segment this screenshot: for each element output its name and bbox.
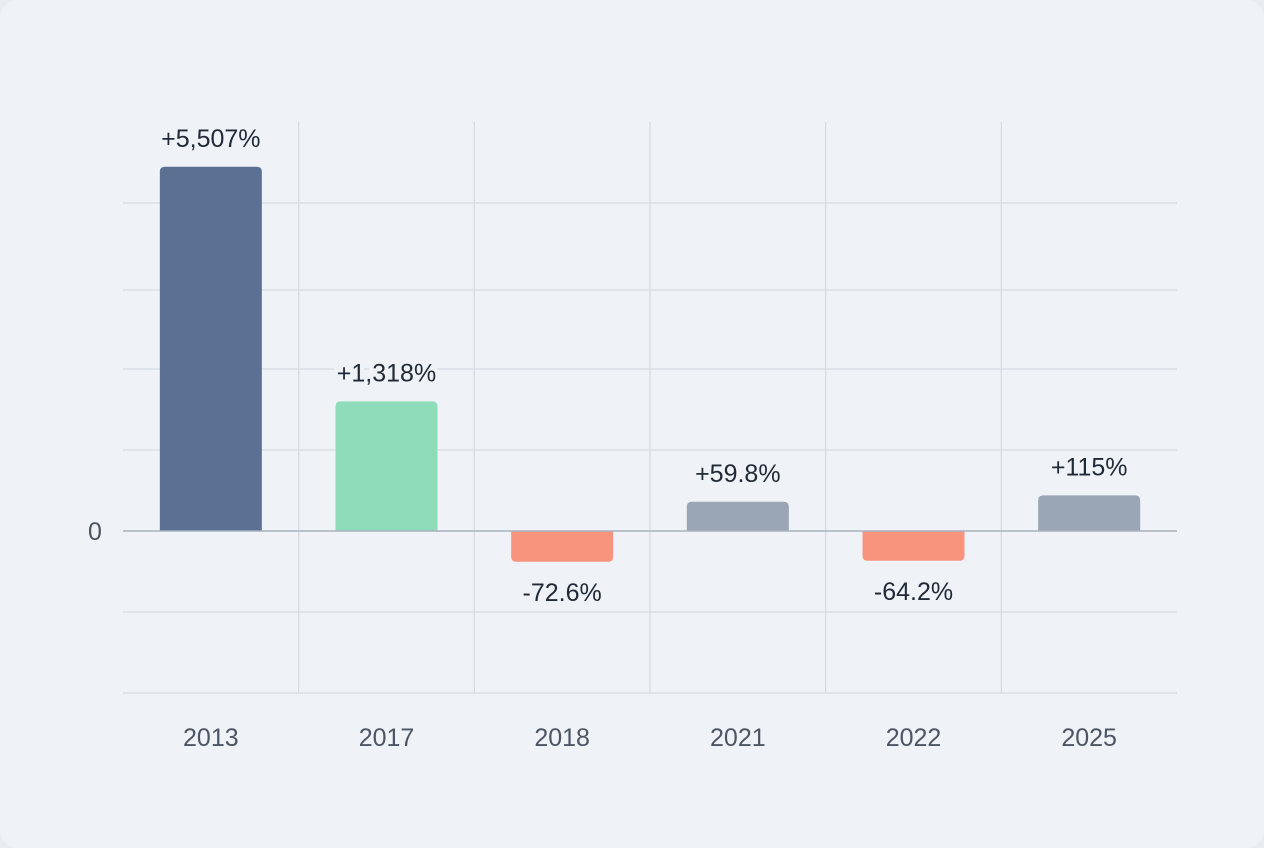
data-label: -64.2% xyxy=(874,578,953,606)
x-tick-label: 2025 xyxy=(1061,724,1117,752)
bar-2013 xyxy=(159,166,262,531)
data-label: -72.6% xyxy=(523,579,602,607)
data-label: +59.8% xyxy=(695,460,781,488)
x-tick-label: 2018 xyxy=(534,724,590,752)
bar-2018 xyxy=(511,531,614,562)
y-tick-label: 0 xyxy=(88,518,102,546)
x-tick-label: 2021 xyxy=(710,724,766,752)
bar-2022 xyxy=(862,531,965,561)
x-tick-label: 2017 xyxy=(359,724,415,752)
data-label: +115% xyxy=(1051,453,1128,481)
bar-2021 xyxy=(686,501,789,531)
data-label: +5,507% xyxy=(161,125,260,153)
x-tick-label: 2022 xyxy=(886,724,942,752)
bar-2025 xyxy=(1038,495,1141,531)
bar-2017 xyxy=(335,401,438,531)
x-tick-label: 2013 xyxy=(183,724,239,752)
data-label: +1,318% xyxy=(337,359,436,387)
